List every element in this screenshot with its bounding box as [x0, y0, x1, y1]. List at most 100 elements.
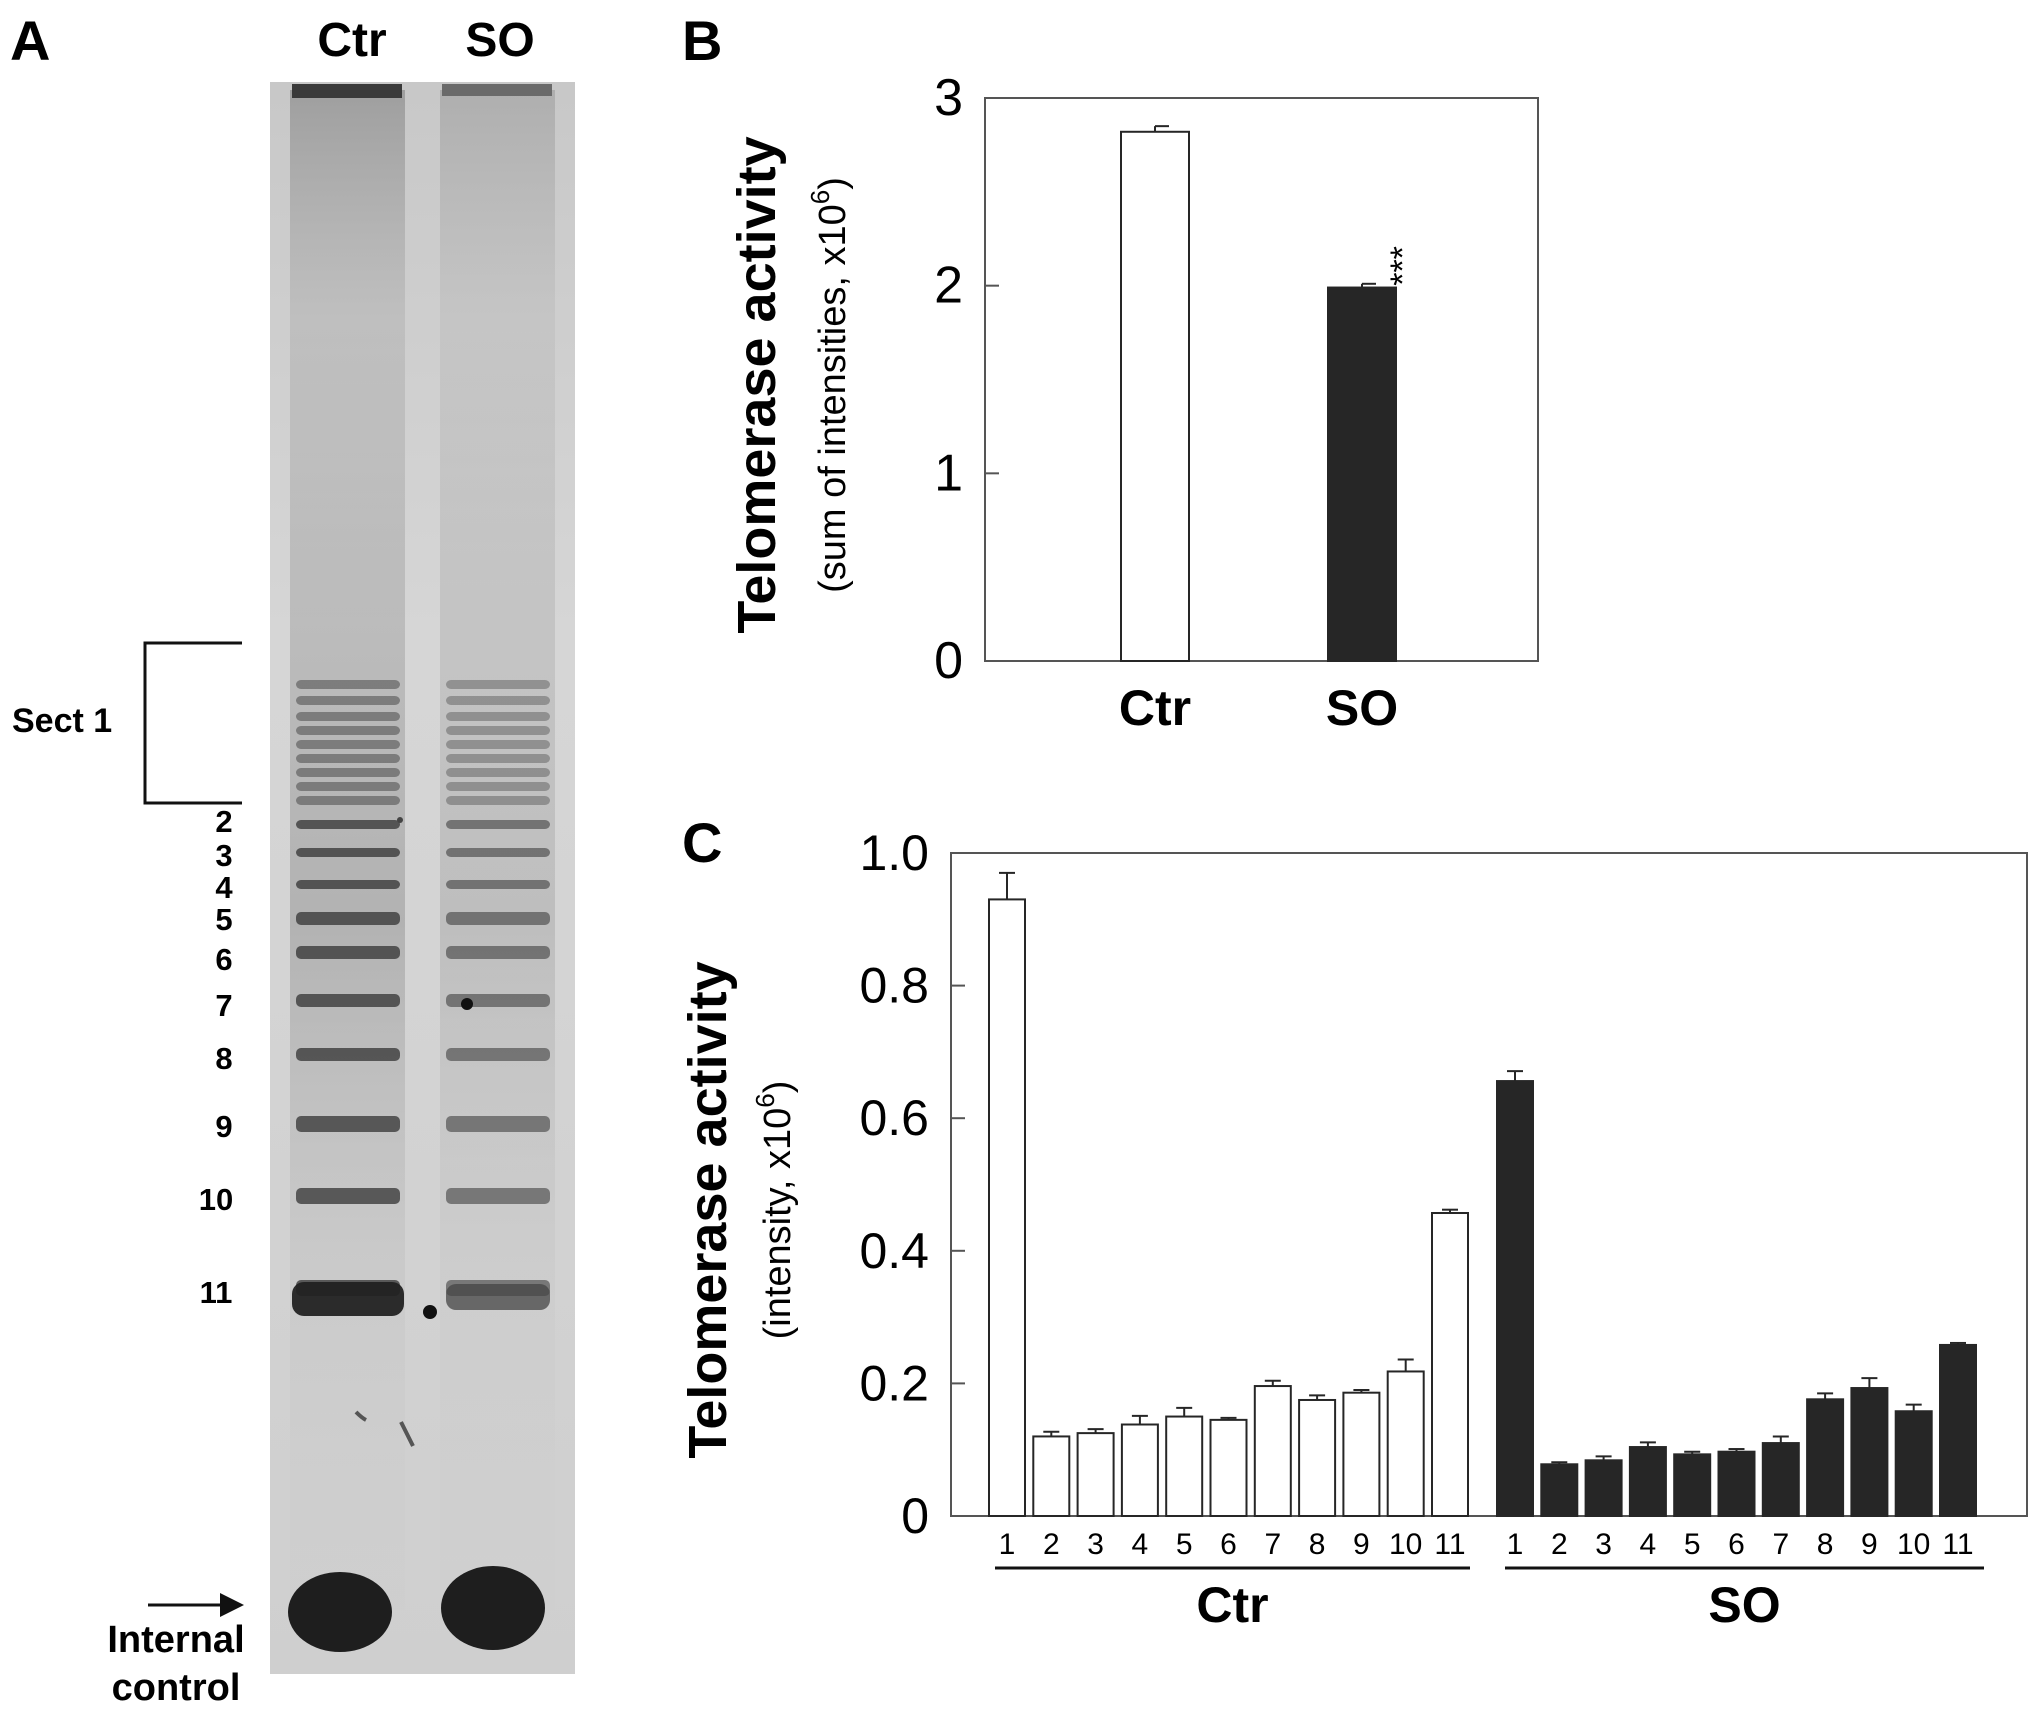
gel-internal-control-band-ctr [288, 1572, 392, 1652]
gel-band-ctr [296, 726, 400, 735]
band-number-label: 2 [215, 804, 232, 839]
panel-c-x-tick-label: 7 [1264, 1528, 1281, 1561]
panel-c: C 00.20.40.60.81.0 1 2 3 4 5 6 7 8 9 10 11 1 2 3 4 5 6 7 8… [678, 811, 2028, 1633]
panel-a-letter: A [10, 9, 50, 72]
panel-c-x-tick-label: 4 [1640, 1528, 1657, 1561]
gel-band-so [446, 912, 550, 925]
panel-c-y-tick-label: 1.0 [859, 825, 929, 881]
panel-c-plot-frame [950, 852, 2028, 1517]
band-number-labels: 2 3 4 5 6 7 8 9 10 11 [199, 804, 234, 1310]
gel-scratch [399, 1421, 415, 1447]
panel-c-group-labels: Ctr SO [995, 1566, 1984, 1633]
gel-band-ctr [296, 880, 400, 889]
panel-c-bars [988, 871, 1977, 1518]
panel-c-bar-so-11 [1939, 1343, 1977, 1518]
panel-c-bar-ctr-5 [1165, 1415, 1204, 1518]
panel-c-bar-ctr-4 [1120, 1423, 1159, 1517]
panel-c-x-tick-label: 9 [1353, 1528, 1370, 1561]
panel-c-y-tick-label: 0.4 [859, 1223, 929, 1279]
panel-c-y-unit-close: ) [757, 1081, 799, 1094]
panel-c-bar-so-4 [1628, 1446, 1667, 1517]
gel-band-ctr [296, 712, 400, 721]
gel-band-ctr [296, 1048, 400, 1061]
panel-c-bar-so-6 [1717, 1450, 1756, 1517]
gel-band-ctr [296, 848, 400, 857]
panel-c-x-tick-label: 11 [1942, 1528, 1973, 1561]
panel-c-bar-so-7 [1761, 1442, 1800, 1517]
panel-c-bar-so-10 [1894, 1410, 1933, 1517]
panel-b-y-ticks: 0 1 2 3 [934, 69, 999, 690]
panel-b-letter: B [682, 9, 722, 72]
panel-c-y-unit-text: (intensity, x10 [757, 1108, 799, 1340]
panel-c-y-axis-subtitle: (intensity, x106) [750, 1081, 799, 1340]
panel-c-group-label-so: SO [1708, 1577, 1780, 1633]
gel-band-so [446, 740, 550, 749]
panel-c-y-tick-label: 0.8 [859, 958, 929, 1014]
panel-a: A Ctr SO Sect 1 2 3 4 5 6 [10, 9, 575, 1709]
panel-c-bar-so-2 [1540, 1463, 1579, 1518]
gel-band-so [446, 820, 550, 829]
gel-band-ctr [296, 820, 400, 829]
panel-c-bar-ctr-11 [1431, 1212, 1469, 1518]
gel-band-so [446, 946, 550, 959]
panel-c-x-tick-label: 8 [1309, 1528, 1326, 1561]
gel-band-so [446, 796, 550, 805]
gel-band-ctr [296, 696, 400, 705]
panel-c-x-tick-labels: 1 2 3 4 5 6 7 8 9 10 11 1 2 3 4 5 6 7 8 9 10 11 [999, 1528, 1974, 1561]
panel-c-x-tick-label: 11 [1434, 1528, 1465, 1561]
panel-c-x-tick-label: 4 [1132, 1528, 1149, 1561]
panel-b-y-unit-close: ) [812, 177, 854, 190]
panel-b-y-tick-label: 3 [934, 69, 963, 127]
band-number-label: 6 [215, 942, 232, 977]
panel-b-x-categories: Ctr SO [1119, 680, 1398, 736]
panel-b-bars: *** [1120, 125, 1422, 662]
gel-band-so [446, 782, 550, 791]
panel-c-bar-ctr-2 [1032, 1435, 1071, 1517]
gel-band-ctr [296, 1116, 400, 1132]
internal-control-label-line1: Internal [107, 1619, 244, 1661]
panel-b-x-category: SO [1326, 680, 1398, 736]
gel-well-ctr [292, 84, 402, 98]
gel-band-ctr [296, 796, 400, 805]
panel-c-x-tick-label: 2 [1043, 1528, 1060, 1561]
gel-scratch [354, 1410, 367, 1422]
band-number-label: 3 [215, 838, 232, 873]
gel-band-so [446, 768, 550, 777]
panel-c-x-tick-label: 10 [1897, 1528, 1930, 1561]
panel-c-group-label-ctr: Ctr [1196, 1577, 1268, 1633]
gel-band-so [446, 680, 550, 689]
panel-c-bar-ctr-9 [1342, 1391, 1381, 1518]
gel-band-so [446, 1116, 550, 1132]
panel-b-bar-so [1327, 286, 1397, 662]
gel-band-so [446, 848, 550, 857]
gel-well-so [442, 84, 552, 96]
gel-band-so [446, 696, 550, 705]
panel-b-y-axis-subtitle: (sum of intensities, x106) [805, 177, 854, 593]
internal-control-label-line2: control [112, 1667, 241, 1709]
panel-c-y-ticks: 0 0.2 0.4 0.6 0.8 1.0 [859, 825, 965, 1544]
panel-b-y-axis-title: Telomerase activity [727, 136, 787, 633]
panel-c-x-tick-label: 1 [999, 1528, 1016, 1561]
lane-label-so: SO [465, 14, 534, 67]
band-number-label: 11 [200, 1275, 233, 1310]
band-number-label: 8 [215, 1041, 232, 1076]
panel-c-y-tick-label: 0.2 [859, 1355, 929, 1411]
panel-c-x-tick-label: 6 [1220, 1528, 1237, 1561]
panel-c-bar-ctr-3 [1076, 1432, 1115, 1517]
gel-band-so-11 [446, 1284, 550, 1310]
section-1-label: Sect 1 [12, 702, 112, 740]
internal-control-marker: Internal control [107, 1593, 245, 1709]
panel-c-x-tick-label: 1 [1507, 1528, 1524, 1561]
panel-b-plot-frame [984, 97, 1539, 662]
panel-c-letter: C [682, 811, 722, 874]
gel-band-so [446, 712, 550, 721]
gel-band-ctr [296, 946, 400, 959]
gel-image [270, 82, 575, 1674]
gel-band-so [446, 1048, 550, 1061]
panel-b-y-unit-exponent: 6 [805, 190, 835, 204]
lane-label-ctr: Ctr [317, 14, 386, 67]
panel-c-bar-so-3 [1584, 1459, 1623, 1517]
gel-band-ctr [296, 680, 400, 689]
panel-c-bar-so-9 [1850, 1387, 1889, 1518]
panel-c-bar-ctr-8 [1298, 1398, 1337, 1517]
